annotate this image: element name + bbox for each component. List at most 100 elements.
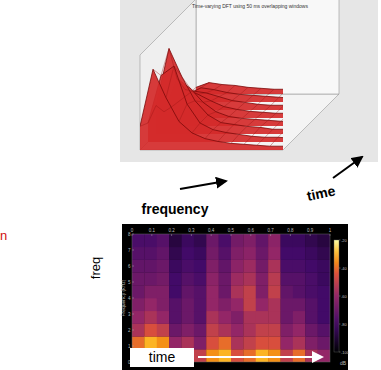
cell [305, 260, 318, 273]
cell [169, 272, 182, 285]
cell [256, 336, 269, 349]
cell [231, 311, 244, 324]
cell [243, 324, 256, 337]
y-tick [132, 266, 134, 267]
cell [206, 285, 219, 298]
x-label: frequency [142, 201, 209, 217]
cell [206, 336, 219, 349]
cell [268, 247, 281, 260]
cell [231, 285, 244, 298]
x-tick [231, 234, 232, 236]
cell [182, 298, 195, 311]
cell [194, 260, 207, 273]
cell [219, 234, 232, 247]
cell [157, 298, 170, 311]
cell [169, 260, 182, 273]
cell [206, 247, 219, 260]
y-axis-title: Frequency (kHz) [120, 279, 126, 316]
cell [231, 234, 244, 247]
cell [268, 349, 281, 362]
y-tick-label: 6 [128, 264, 131, 269]
cell [293, 247, 306, 260]
label-box [130, 348, 194, 367]
x-tick-label: 0.7 [267, 228, 274, 233]
cell [169, 324, 182, 337]
x-tick-label: 1 [329, 228, 332, 233]
cell [144, 234, 157, 247]
cell [169, 247, 182, 260]
mesh-line [205, 88, 261, 138]
arrow [180, 181, 226, 189]
cell [293, 298, 306, 311]
cell [194, 336, 207, 349]
cell [231, 272, 244, 285]
cell [256, 285, 269, 298]
colorbar-tick-label: -20 [341, 238, 348, 243]
cell [169, 311, 182, 324]
title: Time-varying DFT using 50 ms overlapping… [192, 3, 308, 9]
mesh-line [153, 49, 209, 92]
cell [144, 272, 157, 285]
cell [305, 336, 318, 349]
colorbar-label: dB [340, 360, 347, 366]
y-tick-label: 4 [128, 296, 131, 301]
cell [318, 285, 330, 298]
cell [206, 272, 219, 285]
cell [318, 234, 330, 247]
cell [194, 311, 207, 324]
cell [157, 285, 170, 298]
surface-marks [140, 49, 339, 151]
cell [194, 285, 207, 298]
cell [305, 349, 318, 362]
cell [318, 324, 330, 337]
cell [144, 311, 157, 324]
surface-chart: Time-varying DFT using 50 ms overlapping… [120, 0, 378, 162]
cell [281, 260, 294, 273]
x-label: time [149, 349, 176, 365]
y-tick [132, 298, 134, 299]
cell [318, 311, 330, 324]
cell [293, 260, 306, 273]
back-wall [196, 0, 339, 94]
cell [305, 247, 318, 260]
mesh-line [166, 66, 222, 98]
cell [293, 336, 306, 349]
cell [182, 272, 195, 285]
mesh-line [192, 87, 248, 133]
cell [268, 336, 281, 349]
cell [231, 336, 244, 349]
cell [256, 349, 269, 362]
x-tick-label: 0.4 [208, 228, 215, 233]
colorbar [334, 240, 339, 352]
cell [194, 234, 207, 247]
x-tick [290, 234, 291, 236]
cell [169, 285, 182, 298]
cell [194, 324, 207, 337]
cell [219, 247, 232, 260]
cell [182, 234, 195, 247]
cell [206, 234, 219, 247]
cell [219, 311, 232, 324]
x-tick [211, 234, 212, 236]
panel-background [122, 224, 348, 370]
cell [305, 272, 318, 285]
cell [305, 285, 318, 298]
mesh-line [218, 89, 274, 141]
cell [293, 311, 306, 324]
cell [243, 272, 256, 285]
cell [182, 336, 195, 349]
mesh-line [231, 89, 287, 143]
cell [318, 298, 330, 311]
y-label: time [305, 182, 337, 204]
cell [256, 260, 269, 273]
cell [194, 247, 207, 260]
cell [231, 247, 244, 260]
y-tick-label: 7 [128, 248, 131, 253]
cell [132, 336, 145, 349]
cell [144, 324, 157, 337]
cell [132, 272, 145, 285]
cell [169, 234, 182, 247]
panel-background [120, 0, 378, 162]
cell [157, 272, 170, 285]
cell [182, 285, 195, 298]
